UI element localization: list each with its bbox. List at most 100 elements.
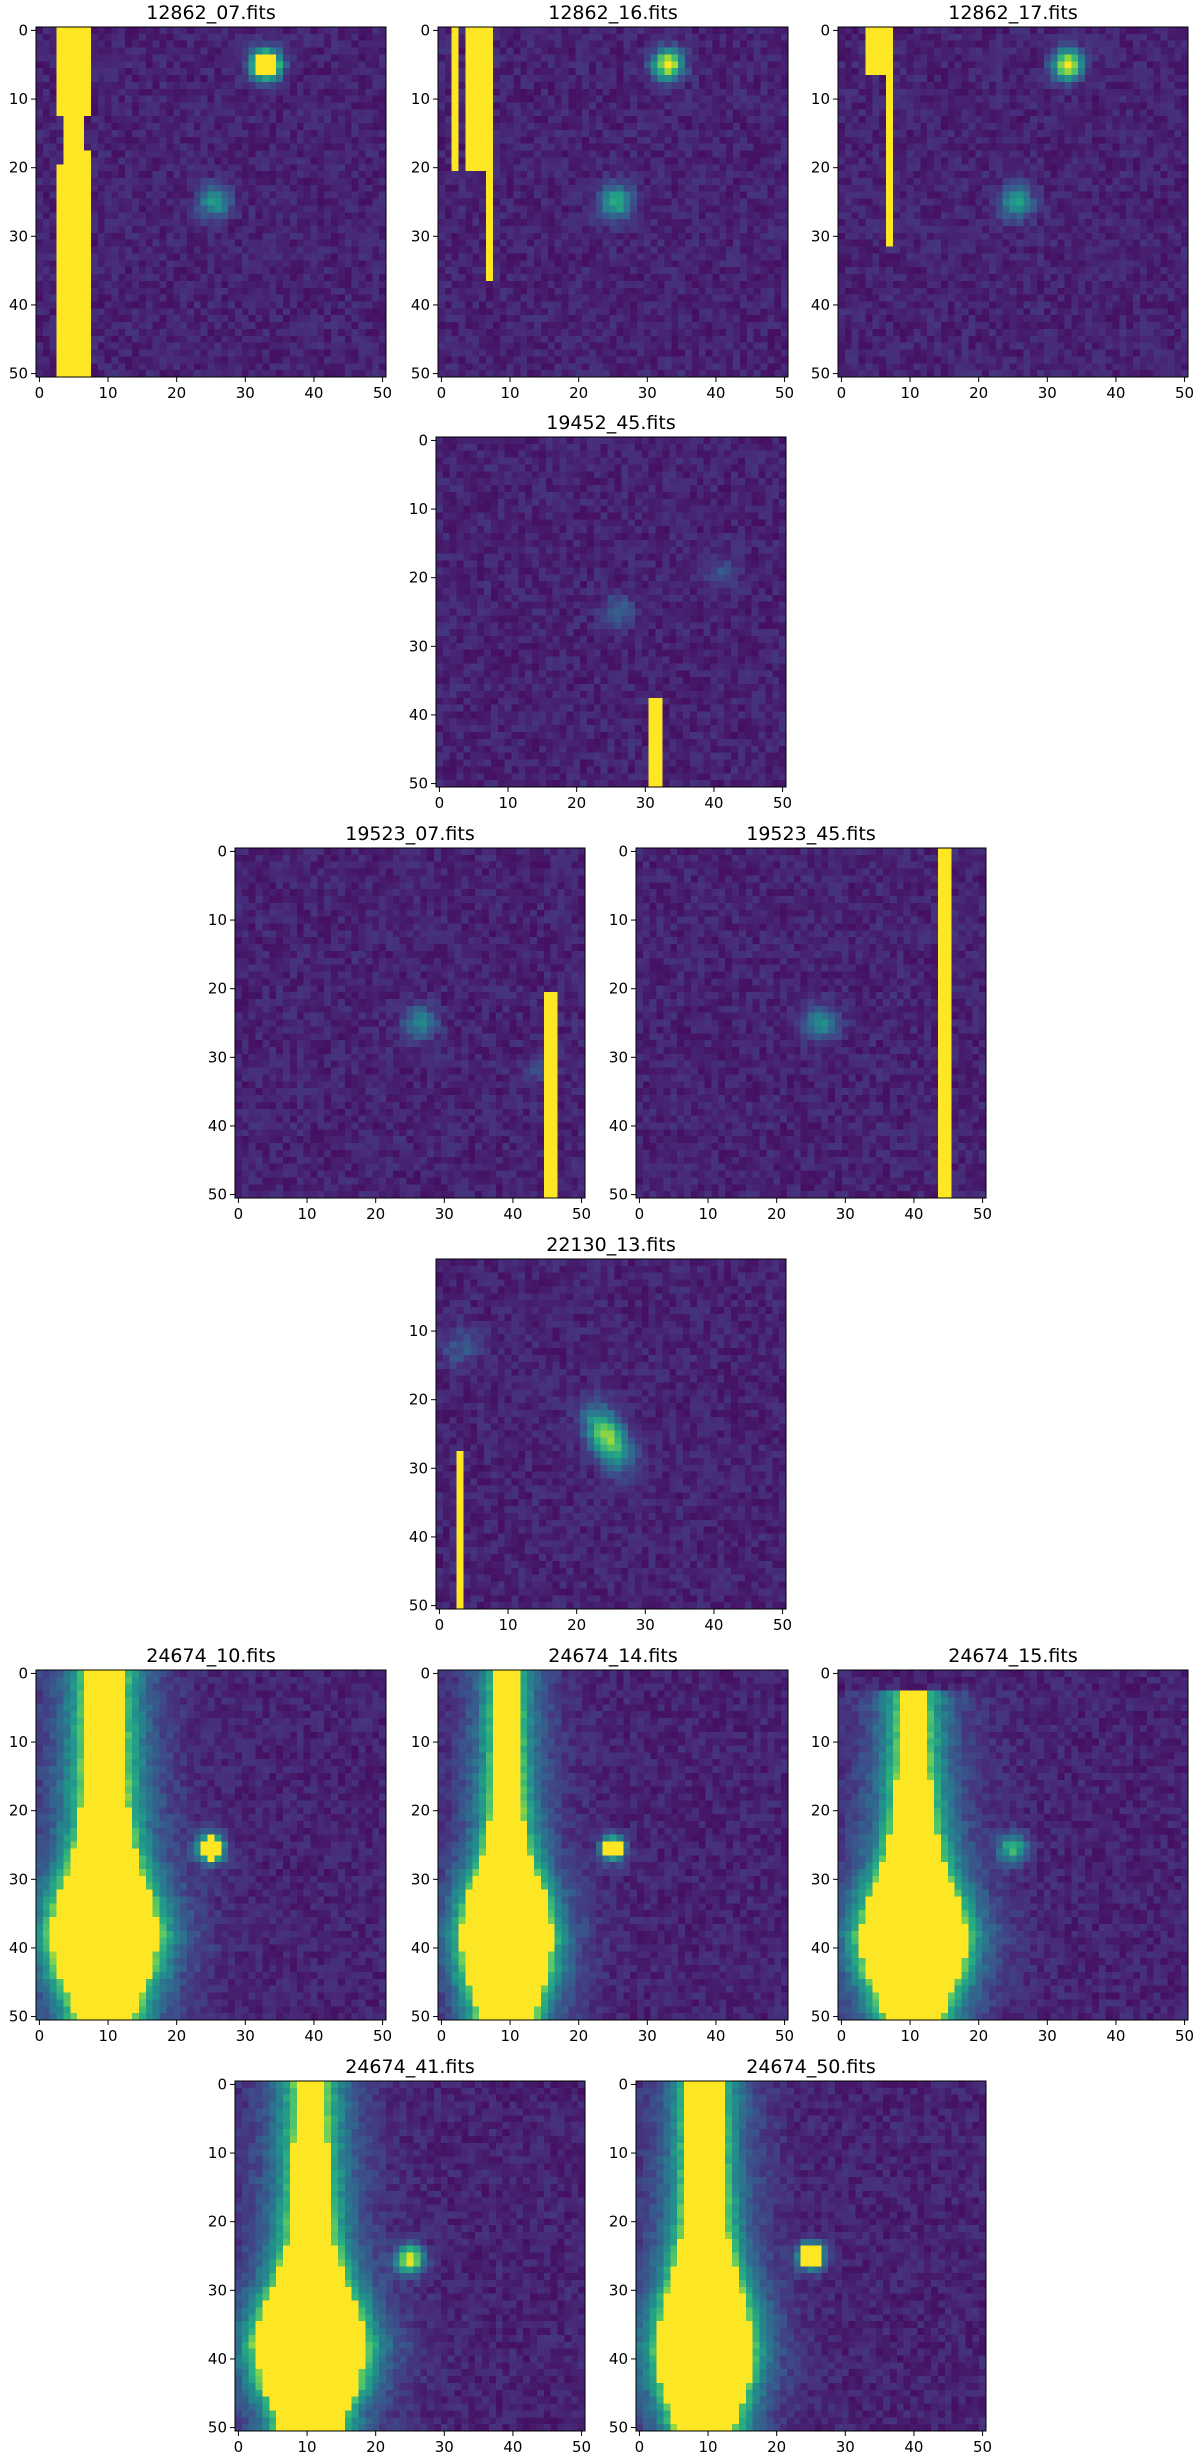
y-tick-label: 20 (409, 1391, 428, 1409)
y-tick-label: 0 (18, 21, 28, 39)
y-tick-label: 0 (618, 842, 628, 860)
x-tick-label: 30 (236, 2027, 255, 2045)
fits-image (235, 848, 585, 1198)
axes-frame (837, 1669, 1189, 2021)
y-tick-label: 40 (9, 1939, 28, 1957)
y-tick-label: 20 (9, 159, 28, 177)
x-tick-label: 10 (699, 1205, 718, 1223)
x-tick-label: 0 (635, 1205, 645, 1223)
y-tick-label: 50 (811, 2008, 830, 2026)
panel-title: 24674_50.fits (746, 2056, 875, 2078)
y-tick-label: 10 (811, 90, 830, 108)
y-tick-label: 30 (208, 1048, 227, 1066)
panel-title: 24674_15.fits (948, 1645, 1077, 1667)
panel-2: 12862_17.fits 0 10 20 30 40 50 0 10 20 30 40 50 (811, 2, 1194, 402)
y-tick-label: 40 (609, 2350, 628, 2368)
y-tick-label: 20 (9, 1802, 28, 1820)
panel-title: 19523_07.fits (345, 823, 474, 845)
x-tick-label: 20 (569, 2027, 588, 2045)
x-tick-label: 40 (1106, 2027, 1125, 2045)
x-tick-label: 0 (635, 2438, 645, 2456)
y-tick-label: 0 (420, 1664, 430, 1682)
y-tick-label: 10 (609, 2144, 628, 2162)
x-tick-label: 20 (969, 2027, 988, 2045)
y-tick-label: 30 (411, 227, 430, 245)
x-tick-label: 40 (904, 2438, 923, 2456)
x-tick-label: 0 (435, 794, 445, 812)
x-tick-label: 30 (638, 384, 657, 402)
x-tick-label: 40 (706, 384, 725, 402)
panel-3: 19452_45.fits 0 10 20 30 40 50 0 10 20 30 40 50 (409, 412, 792, 812)
x-tick-label: 0 (437, 2027, 447, 2045)
x-tick-label: 50 (373, 384, 392, 402)
y-tick-label: 20 (208, 980, 227, 998)
y-tick-label: 30 (208, 2281, 227, 2299)
x-tick-label: 0 (437, 384, 447, 402)
y-tick-label: 10 (208, 2144, 227, 2162)
y-tick-label: 40 (811, 1939, 830, 1957)
panel-title: 12862_17.fits (948, 2, 1077, 24)
x-tick-label: 0 (837, 2027, 847, 2045)
x-tick-label: 40 (1106, 384, 1125, 402)
y-tick-label: 20 (409, 569, 428, 587)
y-tick-label: 0 (217, 2075, 227, 2093)
y-tick-label: 10 (609, 911, 628, 929)
fits-image (636, 2081, 986, 2431)
x-tick-label: 20 (569, 384, 588, 402)
y-tick-label: 10 (208, 911, 227, 929)
x-tick-label: 40 (706, 2027, 725, 2045)
x-tick-label: 10 (901, 384, 920, 402)
fits-image (438, 1670, 788, 2020)
y-tick-label: 20 (609, 2213, 628, 2231)
y-tick-label: 30 (811, 227, 830, 245)
y-tick-label: 50 (411, 2008, 430, 2026)
y-tick-label: 50 (409, 775, 428, 793)
x-tick-label: 50 (973, 1205, 992, 1223)
y-tick-label: 0 (420, 21, 430, 39)
y-tick-label: 10 (411, 1733, 430, 1751)
y-tick-label: 10 (9, 90, 28, 108)
x-tick-label: 50 (572, 1205, 591, 1223)
panel-title: 22130_13.fits (546, 1234, 675, 1256)
panel-10: 24674_41.fits 0 10 20 30 40 50 0 10 20 30 40 50 (208, 2056, 591, 2456)
axes-frame (234, 2080, 586, 2432)
y-tick-label: 30 (609, 2281, 628, 2299)
panel-8: 24674_14.fits 0 10 20 30 40 50 0 10 20 30 40 50 (411, 1645, 794, 2045)
y-tick-label: 50 (208, 1186, 227, 1204)
panel-1: 12862_16.fits 0 10 20 30 40 50 0 10 20 30 40 50 (411, 2, 794, 402)
y-tick-label: 20 (208, 2213, 227, 2231)
y-tick-label: 0 (418, 431, 428, 449)
axes-frame (435, 436, 787, 788)
x-tick-label: 20 (167, 2027, 186, 2045)
fits-image (838, 27, 1188, 377)
x-tick-label: 30 (236, 384, 255, 402)
x-tick-label: 0 (234, 2438, 244, 2456)
x-tick-label: 30 (435, 2438, 454, 2456)
x-tick-label: 50 (773, 794, 792, 812)
x-tick-label: 50 (973, 2438, 992, 2456)
y-tick-label: 30 (409, 1459, 428, 1477)
y-tick-label: 20 (811, 1802, 830, 1820)
y-tick-label: 40 (409, 1528, 428, 1546)
y-tick-label: 50 (411, 365, 430, 383)
y-tick-label: 30 (9, 227, 28, 245)
x-tick-label: 50 (1175, 384, 1194, 402)
fits-image (436, 437, 786, 787)
y-tick-label: 10 (811, 1733, 830, 1751)
x-tick-label: 30 (636, 1616, 655, 1634)
panel-title: 19452_45.fits (546, 412, 675, 434)
panel-title: 24674_10.fits (146, 1645, 275, 1667)
y-tick-label: 30 (9, 1870, 28, 1888)
y-tick-label: 30 (811, 1870, 830, 1888)
y-tick-label: 20 (811, 159, 830, 177)
y-tick-label: 40 (208, 1117, 227, 1135)
y-tick-label: 40 (411, 1939, 430, 1957)
fits-image (438, 27, 788, 377)
panel-title: 24674_41.fits (345, 2056, 474, 2078)
panel-9: 24674_15.fits 0 10 20 30 40 50 0 10 20 30 40 50 (811, 1645, 1194, 2045)
x-tick-label: 40 (704, 794, 723, 812)
y-tick-label: 20 (411, 1802, 430, 1820)
x-tick-label: 50 (775, 384, 794, 402)
panel-11: 24674_50.fits 0 10 20 30 40 50 0 10 20 30 40 50 (609, 2056, 992, 2456)
x-tick-label: 10 (99, 384, 118, 402)
